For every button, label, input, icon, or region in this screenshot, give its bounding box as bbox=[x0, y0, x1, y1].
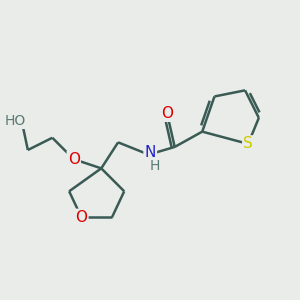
Text: HO: HO bbox=[5, 114, 26, 128]
Text: O: O bbox=[161, 106, 173, 121]
Text: N: N bbox=[145, 145, 156, 160]
Text: O: O bbox=[75, 210, 87, 225]
Text: H: H bbox=[150, 159, 160, 173]
Text: S: S bbox=[243, 136, 253, 152]
Text: O: O bbox=[68, 152, 80, 167]
